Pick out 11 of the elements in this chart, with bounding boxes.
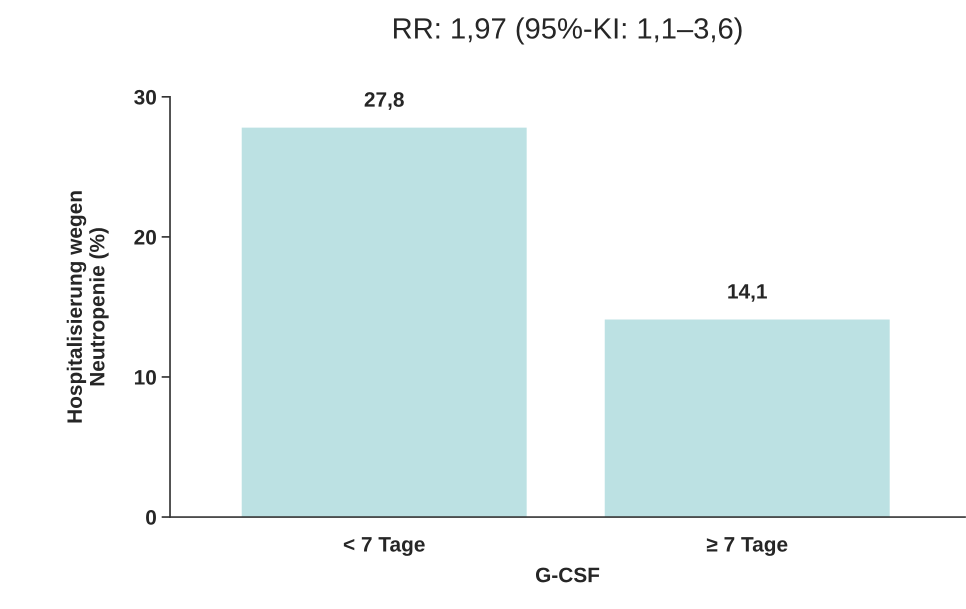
x-axis-title: G-CSF	[536, 568, 600, 582]
data-label: 27,8	[364, 92, 404, 110]
y-tick-label: 0	[146, 510, 156, 525]
y-axis-title: Hospitalisierung wegen Neutropenie (%)	[66, 191, 109, 422]
y-tick-label: 20	[134, 230, 156, 245]
y-tick-label: 30	[134, 90, 156, 105]
x-tick-label: ≥ 7 Tage	[706, 537, 788, 556]
x-tick-label: < 7 Tage	[344, 537, 425, 556]
y-tick-label: 10	[134, 370, 156, 385]
chart-title: RR: 1,97 (95%-KI: 1,1–3,6)	[394, 17, 742, 45]
data-label: 14,1	[728, 284, 767, 302]
